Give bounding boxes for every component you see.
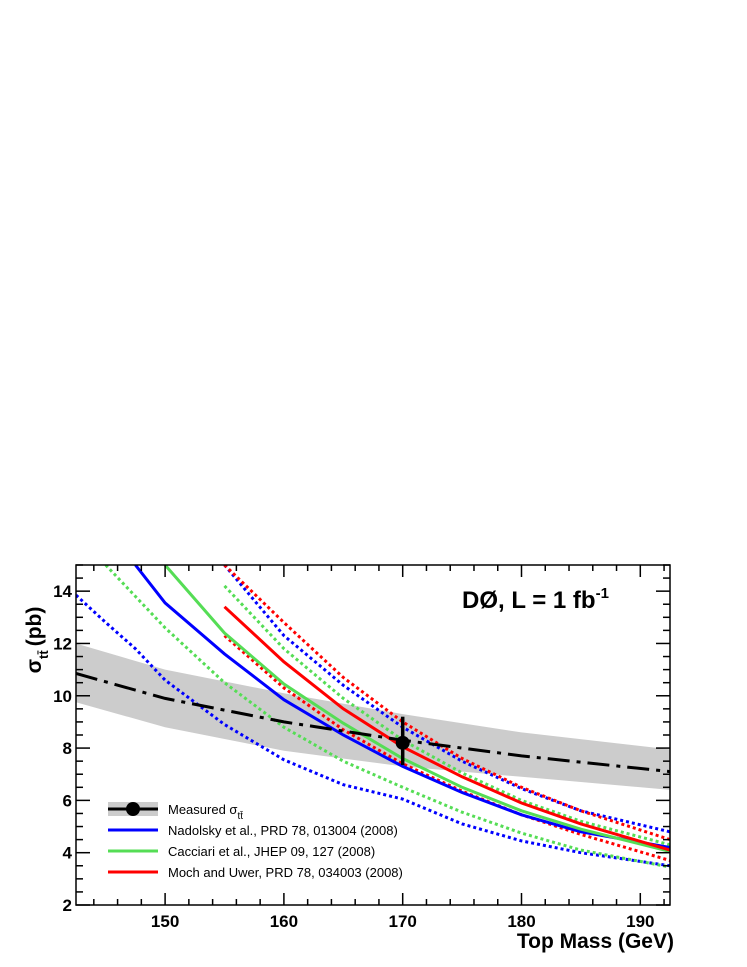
y-tick-label: 10 bbox=[53, 687, 72, 706]
y-tick-label: 8 bbox=[63, 739, 72, 758]
y-axis-label-unit: (pb) bbox=[23, 607, 46, 647]
y-axis-label-subscript: tt̄ bbox=[36, 650, 51, 659]
measured-layer bbox=[76, 672, 670, 774]
cacciari-lower-line bbox=[104, 565, 670, 869]
y-tick-label: 2 bbox=[63, 896, 72, 915]
x-tick-label: 180 bbox=[507, 912, 535, 931]
y-tick-label: 4 bbox=[63, 844, 73, 863]
cacciari-upper-line bbox=[223, 584, 670, 847]
legend-label: Measured σtt̄ bbox=[168, 802, 244, 822]
y-tick-label: 14 bbox=[53, 582, 72, 601]
measured-band bbox=[76, 643, 670, 790]
chart-title: DØ, L = 1 fb-1 bbox=[462, 585, 609, 614]
legend-measured-marker bbox=[126, 802, 140, 816]
y-tick-label: 6 bbox=[63, 791, 72, 810]
moch-central-line bbox=[223, 605, 670, 852]
y-tick-label: 12 bbox=[53, 634, 72, 653]
x-tick-label: 170 bbox=[389, 912, 417, 931]
moch-upper-line bbox=[223, 565, 670, 842]
x-tick-label: 160 bbox=[270, 912, 298, 931]
chart-title-superscript: -1 bbox=[596, 585, 609, 602]
legend: Measured σtt̄Nadolsky et al., PRD 78, 01… bbox=[108, 802, 403, 880]
nadolsky-central-line bbox=[134, 565, 670, 849]
legend-label: Moch and Uwer, PRD 78, 034003 (2008) bbox=[168, 865, 403, 880]
axes-layer: 150 160 170 180 190 2 4 6 8 10 12 14 bbox=[53, 564, 670, 931]
y-axis-label: σtt̄ (pb) bbox=[23, 607, 51, 674]
legend-label: Nadolsky et al., PRD 78, 013004 (2008) bbox=[168, 823, 398, 838]
legend-label: Cacciari et al., JHEP 09, 127 (2008) bbox=[168, 844, 375, 859]
measured-point bbox=[395, 735, 410, 750]
x-tick-label: 150 bbox=[151, 912, 179, 931]
measured-band-layer bbox=[76, 643, 670, 790]
svg-text:σtt̄(pb): σtt̄ (pb) bbox=[23, 607, 51, 674]
y-axis-label-symbol: σ bbox=[23, 659, 46, 673]
x-axis-label: Top Mass (GeV) bbox=[517, 930, 674, 953]
x-tick-label: 190 bbox=[626, 912, 654, 931]
nadolsky-lower-line bbox=[76, 593, 670, 868]
chart-title-main: DØ, L = 1 fb bbox=[462, 587, 596, 614]
moch-lower-line bbox=[223, 634, 670, 862]
